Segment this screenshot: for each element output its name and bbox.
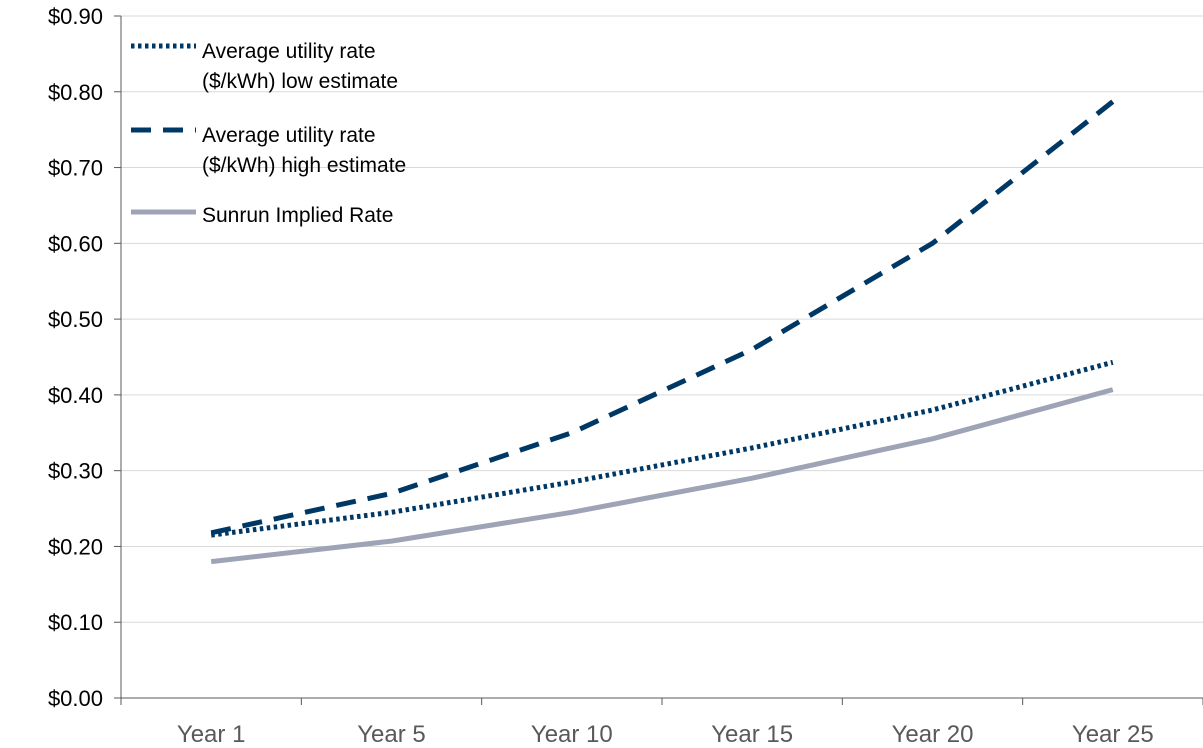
y-axis-tick-label: $0.70 [48, 156, 103, 181]
y-axis-tick-label: $0.80 [48, 80, 103, 105]
legend-entry-1: Average utility rate ($/kWh) low estimate [131, 40, 398, 93]
x-axis-tick-label: Year 25 [1072, 721, 1154, 748]
y-axis-tick-label: $0.90 [48, 4, 103, 29]
y-axis-tick-label: $0.40 [48, 383, 103, 408]
y-axis-tick-label: $0.00 [48, 686, 103, 711]
gridlines [121, 15, 1203, 623]
x-axis-tick-label: Year 1 [177, 721, 246, 748]
legend-label: Sunrun Implied Rate [202, 204, 393, 227]
x-axis-tick-label: Year 10 [531, 721, 613, 748]
y-axis-tick-label: $0.60 [48, 231, 103, 256]
legend-entry-3: Sunrun Implied Rate [131, 204, 393, 227]
x-axis-tick-label: Year 15 [711, 721, 793, 748]
y-axis-tick-label: $0.20 [48, 534, 103, 559]
x-axis-tick-label: Year 20 [892, 721, 974, 748]
legend-entry-2: Average utility rate ($/kWh) high estimat… [131, 124, 406, 177]
axes [114, 15, 1203, 705]
y-axis-tick-label: $0.30 [48, 459, 103, 484]
series-lines [210, 99, 1115, 565]
x-axis-tick-labels: Year 1 Year 5 Year 10 Year 15 Year 20 Year 25 [177, 721, 1154, 748]
legend-label: ($/kWh) high estimate [202, 154, 406, 177]
legend-label: ($/kWh) low estimate [202, 70, 398, 93]
series-line-3 [210, 387, 1114, 565]
y-axis-tick-label: $0.50 [48, 307, 103, 332]
legend: Average utility rate ($/kWh) low estimate… [131, 40, 406, 227]
legend-label: Average utility rate [202, 40, 376, 63]
y-axis-tick-labels: $0.00 $0.10 $0.20 $0.30 $0.40 $0.50 $0.60 $0.70… [48, 4, 103, 711]
x-axis-tick-label: Year 5 [357, 721, 426, 748]
legend-label: Average utility rate [202, 124, 376, 147]
y-axis-tick-label: $0.10 [48, 610, 103, 635]
series-line-1 [210, 359, 1114, 538]
